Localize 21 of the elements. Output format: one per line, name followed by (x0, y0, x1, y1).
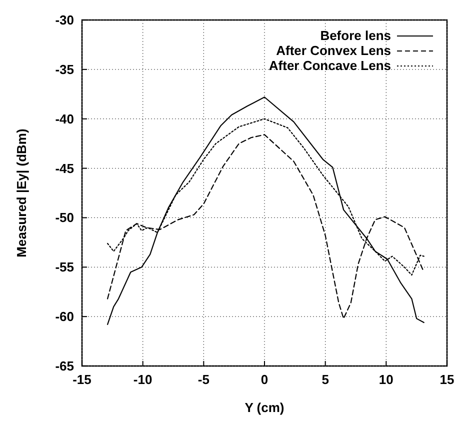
x-tick-label: 0 (260, 372, 268, 387)
y-tick-label: -65 (55, 358, 74, 374)
x-tick-label: 15 (440, 372, 454, 387)
y-tick-label: -55 (55, 260, 74, 275)
x-axis-title: Y (cm) (244, 400, 284, 415)
x-tick-label: 5 (322, 372, 329, 387)
x-tick-label: 10 (378, 372, 394, 387)
x-tick-label: -15 (72, 372, 92, 387)
legend-label: After Concave Lens (268, 58, 391, 73)
line-series (107, 96, 424, 326)
legend-label: After Convex Lens (276, 43, 391, 58)
x-tick-label: -10 (133, 372, 152, 387)
y-axis-title: Measured |Ey| (dBm) (14, 128, 29, 258)
y-tick-label: -35 (55, 62, 74, 77)
y-tick-label: -45 (55, 160, 74, 176)
legend-label: Before lens (320, 28, 391, 43)
y-tick-label: -60 (55, 309, 74, 324)
y-tick-label: -30 (55, 12, 74, 28)
x-tick-label: -5 (198, 372, 210, 387)
y-tick-label: -50 (55, 210, 74, 226)
y-tick-label: -40 (55, 111, 74, 126)
